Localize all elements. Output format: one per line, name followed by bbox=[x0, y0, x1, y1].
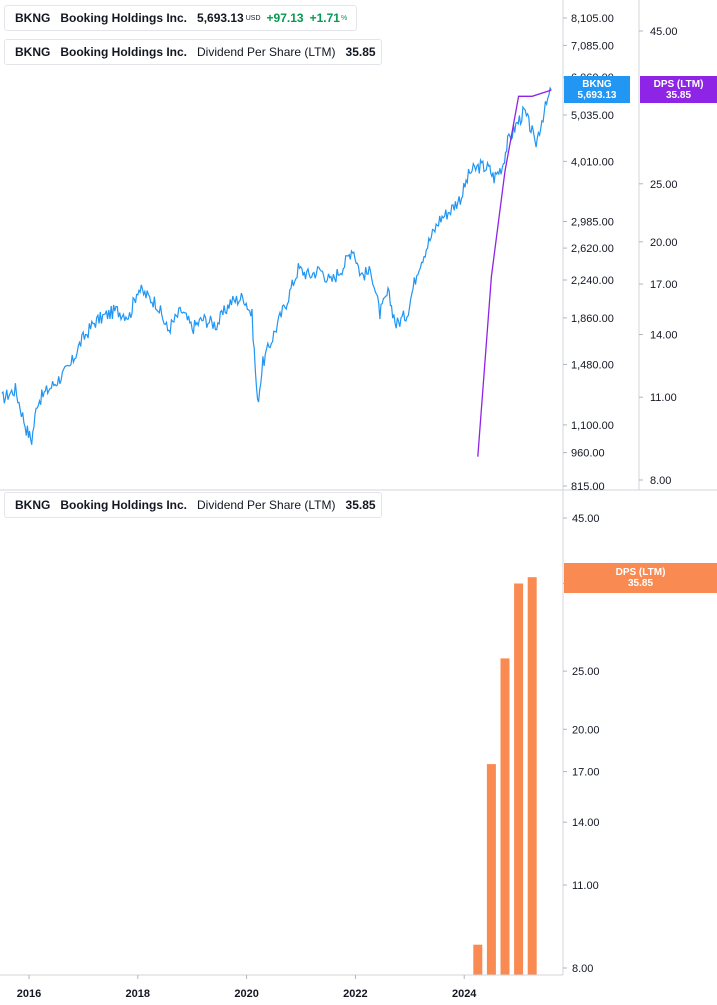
bar-axis-label: 11.00 bbox=[572, 880, 599, 892]
bar-axis-label: 25.00 bbox=[572, 666, 600, 678]
legend-company-name: Booking Holdings Inc. bbox=[60, 498, 188, 512]
dps-line bbox=[477, 89, 552, 457]
legend-company-name: Booking Holdings Inc. bbox=[60, 11, 188, 25]
legend-value: 35.85 bbox=[345, 45, 376, 59]
price-axis-label: 1,100.00 bbox=[571, 420, 614, 432]
time-axis-label: 2016 bbox=[17, 988, 41, 1000]
dps-axis-label: 14.00 bbox=[650, 330, 678, 342]
price-axis-label: 7,085.00 bbox=[571, 40, 614, 52]
time-axis-label: 2024 bbox=[452, 988, 477, 1000]
price-line bbox=[1, 86, 552, 445]
time-axis-label: 2020 bbox=[234, 988, 258, 1000]
bar-axis-label: 8.00 bbox=[572, 963, 593, 975]
bar-axis-label: 45.00 bbox=[572, 513, 600, 525]
legend-company-name: Booking Holdings Inc. bbox=[60, 45, 188, 59]
bar-axis-label: 20.00 bbox=[572, 724, 600, 736]
dps-bottom-tag: DPS (LTM) 35.85 bbox=[564, 563, 717, 593]
price-axis-label: 1,480.00 bbox=[571, 359, 614, 371]
legend-dps-bottom[interactable]: BKNG Booking Holdings Inc. Dividend Per … bbox=[4, 492, 382, 518]
bar-axis-label: 14.00 bbox=[572, 817, 600, 829]
price-axis-label: 4,010.00 bbox=[571, 156, 614, 168]
price-tag-value: 5,693.13 bbox=[577, 90, 617, 101]
legend-pct-sign: % bbox=[340, 14, 348, 22]
legend-price[interactable]: BKNG Booking Holdings Inc. 5,693.13 USD … bbox=[4, 5, 357, 31]
dps-bar bbox=[473, 944, 483, 975]
legend-ticker: BKNG bbox=[15, 498, 51, 512]
legend-value: 35.85 bbox=[345, 498, 376, 512]
price-axis-label: 1,860.00 bbox=[571, 313, 614, 325]
dps-axis-label: 17.00 bbox=[650, 279, 678, 291]
dps-bottom-tag-label: DPS (LTM) bbox=[615, 567, 666, 578]
dps-bar bbox=[527, 577, 537, 975]
bar-axis-label: 17.00 bbox=[572, 767, 600, 779]
legend-change-pct: +1.71 bbox=[309, 11, 340, 25]
price-axis-label: 2,985.00 bbox=[571, 217, 614, 229]
legend-metric: Dividend Per Share (LTM) bbox=[197, 498, 336, 512]
legend-currency: USD bbox=[245, 14, 261, 22]
dps-top-tag-label: DPS (LTM) bbox=[653, 79, 704, 90]
dps-bottom-tag-value: 35.85 bbox=[627, 578, 654, 589]
dps-bar bbox=[500, 658, 510, 975]
time-axis-label: 2018 bbox=[126, 988, 150, 1000]
dps-bar bbox=[486, 764, 496, 975]
dps-top-tag-value: 35.85 bbox=[665, 90, 692, 101]
price-axis-label: 815.00 bbox=[571, 481, 605, 493]
dps-bar bbox=[514, 583, 524, 975]
dps-top-tag: DPS (LTM) 35.85 bbox=[640, 76, 717, 103]
price-axis-label: 8,105.00 bbox=[571, 13, 614, 25]
price-axis-label: 960.00 bbox=[571, 448, 605, 460]
dps-axis-label: 8.00 bbox=[650, 475, 671, 487]
dps-axis-label: 11.00 bbox=[650, 392, 677, 404]
price-tag: BKNG 5,693.13 bbox=[564, 76, 630, 103]
price-axis-label: 5,035.00 bbox=[571, 110, 614, 122]
time-axis-label: 2022 bbox=[343, 988, 367, 1000]
dps-axis-label: 20.00 bbox=[650, 237, 678, 249]
price-tag-label: BKNG bbox=[582, 79, 612, 90]
legend-metric: Dividend Per Share (LTM) bbox=[197, 45, 336, 59]
legend-price-value: 5,693.13 bbox=[197, 11, 244, 25]
legend-change: +97.13 bbox=[266, 11, 304, 25]
dps-axis-label: 45.00 bbox=[650, 26, 678, 38]
legend-ticker: BKNG bbox=[15, 11, 51, 25]
price-axis-label: 2,620.00 bbox=[571, 243, 614, 255]
legend-ticker: BKNG bbox=[15, 45, 51, 59]
price-axis-label: 2,240.00 bbox=[571, 275, 614, 287]
dps-axis-label: 25.00 bbox=[650, 179, 678, 191]
legend-dps-top[interactable]: BKNG Booking Holdings Inc. Dividend Per … bbox=[4, 39, 382, 65]
